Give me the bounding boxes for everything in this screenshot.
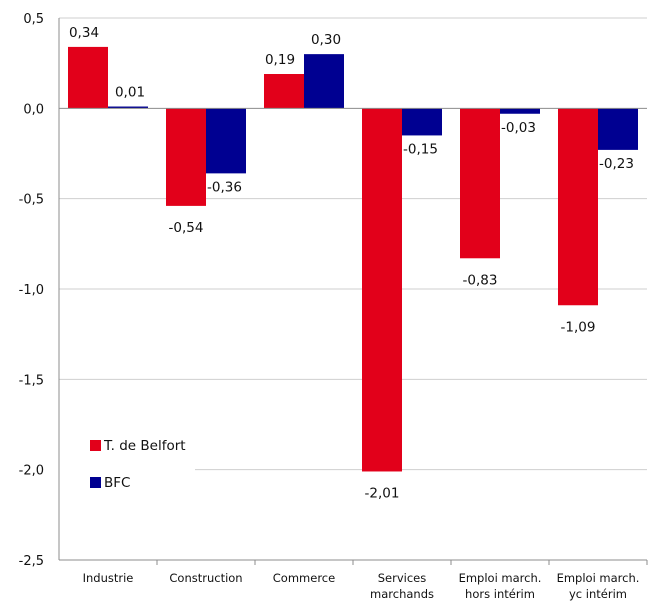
category-label: Industrie [83, 571, 134, 585]
bar [598, 108, 638, 150]
data-label: -1,09 [561, 319, 596, 335]
category-label: Emploi march. [459, 571, 542, 585]
bar [402, 108, 442, 136]
bar [264, 74, 304, 109]
data-label: -2,01 [365, 485, 400, 501]
bar [68, 46, 108, 109]
y-tick-label: 0,0 [23, 102, 44, 117]
axes [58, 18, 648, 565]
legend-swatch [90, 440, 101, 451]
data-label: -0,15 [403, 141, 438, 157]
category-label: yc intérim [569, 587, 627, 601]
y-tick-label: -0,5 [19, 193, 44, 208]
category-label: hors intérim [465, 587, 535, 601]
bar [206, 108, 246, 174]
bar [558, 108, 598, 306]
bar [460, 108, 500, 259]
legend: T. de Belfort BFC [90, 438, 186, 491]
category-label: Commerce [273, 571, 335, 585]
bars [68, 46, 638, 472]
data-label: -0,23 [599, 156, 634, 172]
data-label: 0,30 [311, 32, 341, 48]
bar [166, 108, 206, 206]
category-labels: Industrie Construction Commerce Services mar… [83, 571, 640, 601]
y-tick-label: 0,5 [23, 12, 44, 27]
bar [304, 54, 344, 109]
legend-label: T. de Belfort [103, 438, 186, 454]
gridlines [59, 17, 647, 471]
bar [362, 108, 402, 472]
category-label: Emploi march. [557, 571, 640, 585]
category-label: Construction [169, 571, 242, 585]
bar [500, 108, 540, 114]
y-tick-label: -2,5 [19, 554, 44, 569]
data-label: -0,36 [207, 179, 242, 195]
category-label: marchands [370, 587, 434, 601]
data-label: 0,19 [265, 52, 295, 68]
data-label: -0,83 [463, 272, 498, 288]
data-label: -0,03 [501, 120, 536, 136]
y-tick-label: -1,5 [19, 373, 44, 388]
data-label: 0,01 [115, 85, 145, 101]
category-label: Services [378, 571, 427, 585]
data-label: -0,54 [169, 220, 204, 236]
bar [108, 106, 148, 109]
legend-label: BFC [104, 475, 130, 491]
y-tick-label: -1,0 [19, 283, 44, 298]
y-tick-label: -2,0 [19, 464, 44, 479]
data-labels: 0,34 0,01 -0,54 -0,36 0,19 0,30 -2,01 -0,15 -0,8… [69, 25, 634, 502]
legend-swatch [90, 477, 101, 488]
y-tick-labels: 0,5 0,0 -0,5 -1,0 -1,5 -2,0 -2,5 [19, 12, 44, 569]
data-label: 0,34 [69, 25, 99, 41]
